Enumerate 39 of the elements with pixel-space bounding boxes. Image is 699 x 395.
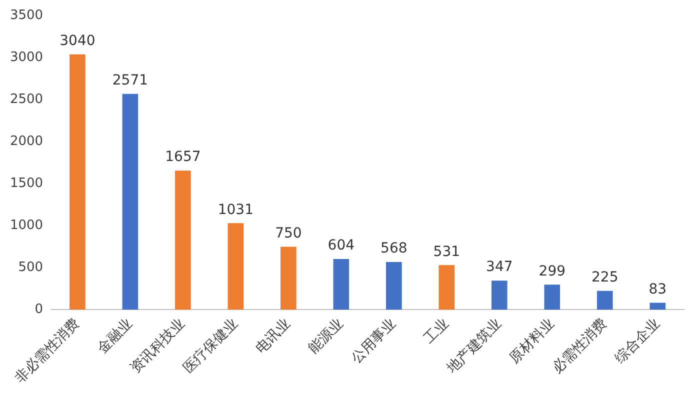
data-label: 568 (380, 240, 408, 257)
data-label: 3040 (60, 33, 96, 50)
bar (122, 94, 138, 310)
y-tick-label: 0 (34, 302, 44, 318)
bar (175, 170, 191, 310)
data-label: 83 (648, 281, 667, 298)
y-tick-label: 2000 (10, 134, 44, 150)
bar (333, 259, 350, 310)
bar (544, 284, 560, 310)
x-tick-label: 工业 (420, 316, 452, 347)
y-tick-label: 500 (18, 260, 44, 276)
data-label: 299 (538, 263, 566, 280)
data-label: 225 (592, 269, 618, 286)
x-tick-label: 非必需性消费 (12, 316, 83, 386)
x-tick-label: 电讯业 (252, 316, 294, 357)
bar (280, 246, 296, 310)
x-tick-label: 公用事业 (348, 316, 400, 367)
data-label: 604 (328, 238, 355, 254)
data-label: 1657 (165, 149, 201, 166)
bar (650, 302, 666, 310)
data-label: 347 (486, 259, 513, 276)
data-label: 2571 (112, 72, 148, 88)
bar (491, 280, 508, 310)
x-tick-label: 能源业 (306, 316, 347, 357)
data-label: 750 (275, 225, 302, 242)
data-label: 1031 (218, 202, 254, 218)
bar (386, 262, 402, 310)
y-tick-label: 1000 (10, 218, 44, 234)
bar (228, 223, 244, 310)
bar (70, 54, 86, 310)
bar (596, 290, 613, 310)
bar (438, 265, 455, 310)
x-tick-label: 综合企业 (612, 316, 664, 367)
y-tick-label: 2500 (10, 92, 44, 108)
x-tick-label: 金融业 (94, 316, 136, 357)
y-tick-label: 3000 (10, 50, 44, 66)
data-label: 531 (433, 244, 460, 260)
y-tick-label: 1500 (10, 176, 44, 192)
y-tick-label: 3500 (10, 8, 44, 24)
